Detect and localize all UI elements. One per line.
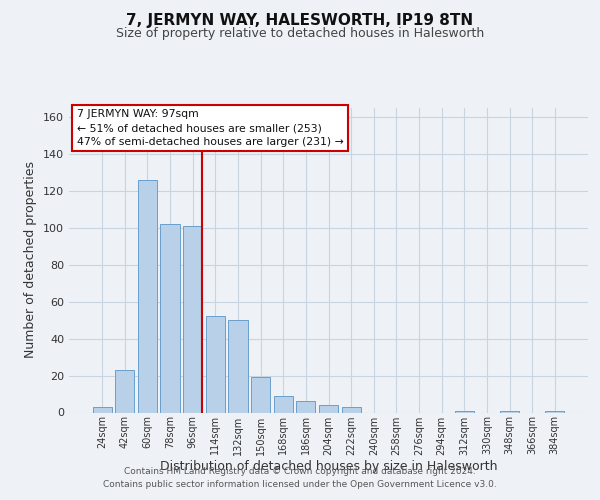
Bar: [92, 407, 112, 412]
Bar: [341, 407, 361, 412]
Text: Contains public sector information licensed under the Open Government Licence v3: Contains public sector information licen…: [103, 480, 497, 489]
Bar: [455, 410, 474, 412]
Bar: [500, 410, 519, 412]
X-axis label: Distribution of detached houses by size in Halesworth: Distribution of detached houses by size …: [160, 460, 497, 473]
Bar: [138, 180, 157, 412]
Text: Contains HM Land Registry data © Crown copyright and database right 2024.: Contains HM Land Registry data © Crown c…: [124, 467, 476, 476]
Text: 7 JERMYN WAY: 97sqm
← 51% of detached houses are smaller (253)
47% of semi-detac: 7 JERMYN WAY: 97sqm ← 51% of detached ho…: [77, 109, 344, 147]
Text: 7, JERMYN WAY, HALESWORTH, IP19 8TN: 7, JERMYN WAY, HALESWORTH, IP19 8TN: [127, 12, 473, 28]
Bar: [296, 402, 316, 412]
Bar: [319, 405, 338, 412]
Bar: [545, 410, 565, 412]
Bar: [160, 224, 180, 412]
Y-axis label: Number of detached properties: Number of detached properties: [25, 162, 37, 358]
Bar: [251, 378, 270, 412]
Text: Size of property relative to detached houses in Halesworth: Size of property relative to detached ho…: [116, 28, 484, 40]
Bar: [206, 316, 225, 412]
Bar: [274, 396, 293, 412]
Bar: [183, 226, 202, 412]
Bar: [115, 370, 134, 412]
Bar: [229, 320, 248, 412]
